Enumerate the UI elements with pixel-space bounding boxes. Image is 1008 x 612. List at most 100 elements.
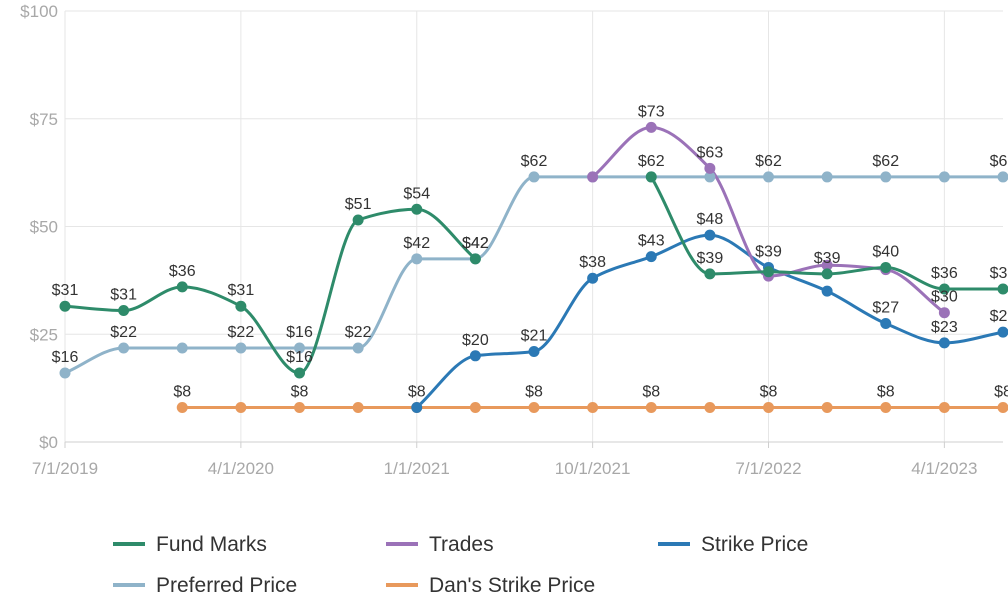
x-tick-label: 7/1/2022 <box>735 459 801 478</box>
fund-marks-data-label: $36 <box>990 265 1008 282</box>
fund-marks-data-label: $31 <box>52 282 79 299</box>
strike-price-data-label: $21 <box>521 327 548 344</box>
dan-s-strike-price-point <box>645 402 657 414</box>
y-tick-label: $25 <box>30 325 58 344</box>
x-tick-label: 1/1/2021 <box>384 459 450 478</box>
strike-price-point <box>938 337 950 349</box>
fund-marks-data-label: $16 <box>286 349 313 366</box>
strike-price-point <box>469 350 481 362</box>
fund-marks-point <box>997 283 1008 295</box>
preferred-price-data-label: $62 <box>990 153 1008 170</box>
trades-point <box>938 307 950 319</box>
dan-s-strike-price-point <box>763 402 774 414</box>
dan-s-strike-price-legend-label: Dan's Strike Price <box>429 574 595 597</box>
preferred-price-line <box>64 175 1003 375</box>
dan-s-strike-price-point <box>880 402 892 414</box>
fund-marks-point <box>294 367 305 379</box>
y-tick-label: $50 <box>30 218 58 237</box>
strike-price-point <box>704 229 716 241</box>
preferred-price-data-label: $16 <box>52 349 79 366</box>
axes: $0 $25 $50 $75 $100 7/1/2019 4/1/2020 1/1/2021 1… <box>20 2 1003 478</box>
dan-s-strike-price-data-label: $8 <box>994 384 1008 401</box>
preferred-price-point <box>880 171 892 183</box>
dan-s-strike-price-data-label: $8 <box>760 384 778 401</box>
dan-s-strike-price-point <box>587 402 599 414</box>
preferred-price-point <box>938 171 950 183</box>
fund-marks-point <box>938 283 950 295</box>
preferred-price-data-label: $62 <box>872 153 899 170</box>
preferred-price-point <box>59 367 71 379</box>
preferred-price-data-label: $62 <box>521 153 548 170</box>
strike-price-point <box>645 251 657 263</box>
preferred-price-legend-label: Preferred Price <box>156 574 297 597</box>
trades-point <box>587 171 599 183</box>
fund-marks-data-label: $54 <box>403 185 430 202</box>
trades-data-label: $30 <box>931 289 958 306</box>
y-tick-label: $75 <box>30 110 58 129</box>
fund-marks-data-label: $36 <box>931 265 958 282</box>
fund-marks-point <box>411 203 423 215</box>
strike-price-data-label: $43 <box>638 233 665 250</box>
trades-legend-label: Trades <box>429 533 494 556</box>
strike-price-legend-label: Strike Price <box>701 533 808 556</box>
fund-marks-data-label: $40 <box>872 243 899 260</box>
preferred-price-data-label: $62 <box>755 153 782 170</box>
strike-price-data-label: $20 <box>462 332 489 349</box>
dan-s-strike-price-point <box>704 402 716 414</box>
fund-marks-data-label: $36 <box>169 263 196 280</box>
fund-marks-data-label: $31 <box>110 287 137 304</box>
fund-marks-data-label: $31 <box>228 282 255 299</box>
strike-price-data-label: $39 <box>755 243 782 260</box>
fund-marks-data-label: $39 <box>814 250 841 267</box>
data-labels: $8 $8 $8 $8 $8 $8 $8 $8 $16 $22 $22 $16 $22 $42 $42 $62… <box>52 103 1008 400</box>
trades-point <box>704 162 716 174</box>
strike-price-data-label: $38 <box>579 254 606 271</box>
dan-s-strike-price-point <box>528 402 540 414</box>
preferred-price-data-label: $42 <box>462 235 489 252</box>
dan-s-strike-price-data-label: $8 <box>408 384 426 401</box>
fund-marks-point <box>763 266 774 278</box>
preferred-price-point <box>821 171 833 183</box>
preferred-price-data-label: $22 <box>110 324 137 341</box>
preferred-price-point <box>352 342 364 354</box>
fund-marks-data-label: $51 <box>345 196 372 213</box>
trades-point <box>821 259 833 271</box>
fund-marks-point <box>821 268 833 280</box>
dan-s-strike-price-data-label: $8 <box>291 384 309 401</box>
x-tick-label: 4/1/2023 <box>911 459 977 478</box>
fund-marks-data-label: $42 <box>462 235 489 252</box>
preferred-price-point <box>294 342 305 354</box>
trades-data-label: $63 <box>697 144 724 161</box>
strike-price-point <box>411 402 423 414</box>
strike-price-point <box>880 317 892 329</box>
dan-s-strike-price-point <box>352 402 364 414</box>
strike-price-point <box>587 272 599 284</box>
fund-marks-point <box>235 300 247 312</box>
fund-marks-legend-label: Fund Marks <box>156 533 267 556</box>
dan-s-strike-price-point <box>821 402 833 414</box>
strike-price-data-label: $27 <box>872 299 899 316</box>
dan-s-strike-price-point <box>938 402 950 414</box>
trades-data-label: $73 <box>638 103 665 120</box>
dan-s-strike-price-point <box>997 402 1008 414</box>
fund-marks-data-label: $62 <box>638 153 665 170</box>
fund-marks-point <box>59 300 71 312</box>
fund-marks-point <box>469 253 481 265</box>
preferred-price-data-label: $22 <box>345 324 372 341</box>
strike-price-line <box>415 233 1004 409</box>
preferred-price-data-label: $16 <box>286 324 313 341</box>
x-tick-label: 10/1/2021 <box>555 459 631 478</box>
strike-price-point <box>997 326 1008 338</box>
y-tick-label: $100 <box>20 2 58 21</box>
dan-s-strike-price-point <box>176 402 188 414</box>
fund-marks-point <box>880 261 892 273</box>
dan-s-strike-price-point <box>294 402 305 414</box>
preferred-price-data-label: $22 <box>228 324 255 341</box>
x-tick-label: 4/1/2020 <box>208 459 274 478</box>
fund-marks-point <box>118 305 130 317</box>
preferred-price-point <box>118 342 130 354</box>
preferred-price-point <box>176 342 188 354</box>
data-points <box>59 121 1008 414</box>
